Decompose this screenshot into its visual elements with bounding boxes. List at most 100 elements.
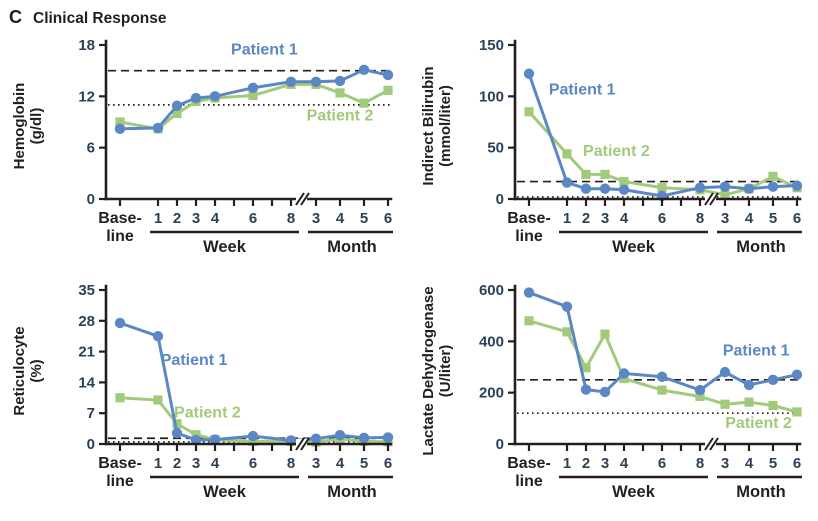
x-tick-label-month: 5 [769, 455, 777, 472]
y-tick-label: 400 [479, 333, 504, 350]
data-point-square [581, 363, 591, 373]
series-label: Patient 2 [583, 143, 650, 160]
x-tick-label-week: 2 [173, 210, 181, 227]
axis-break-slash [704, 437, 714, 451]
data-point-circle [656, 371, 668, 382]
data-point-square [768, 171, 778, 182]
data-point-square [248, 90, 258, 101]
series-label: Patient 2 [725, 415, 792, 432]
data-point-circle [209, 434, 221, 445]
x-tick-label-month: 6 [384, 455, 392, 472]
x-tick-label-week: 2 [582, 455, 590, 472]
data-point-square [619, 176, 629, 187]
data-point-circle [247, 82, 259, 93]
x-tick-label-week: 6 [658, 455, 666, 472]
baseline-label-line2: line [515, 473, 543, 490]
x-tick-label-week: 6 [658, 210, 666, 227]
data-point-square [600, 169, 610, 179]
chart-cell-indirect-bilirubin: Indirect Bilirubin (mmol/liter) Patient … [409, 31, 818, 276]
y-tick-label: 0 [496, 436, 504, 453]
data-point-square [562, 327, 572, 337]
y-axis-label-hemoglobin: Hemoglobin (g/dl) [0, 31, 58, 276]
y-tick-label: 200 [479, 385, 504, 402]
axis-break-slash [300, 437, 310, 451]
data-point-circle [190, 434, 202, 446]
axis-break-gap [705, 194, 716, 204]
x-tick-label-week: 3 [601, 455, 609, 472]
data-point-square [524, 316, 534, 326]
data-point-square [191, 430, 201, 440]
axis-break-slash [295, 437, 305, 451]
x-tick-label-month: 6 [793, 455, 801, 472]
axis-break-gap [296, 194, 307, 204]
baseline-label-line1: Base- [98, 210, 142, 227]
x-tick-label-week: 4 [620, 455, 629, 472]
data-point-circle [791, 180, 803, 191]
series-label: Patient 1 [231, 41, 298, 58]
data-point-circle [618, 184, 630, 195]
baseline-label-line2: line [515, 228, 543, 245]
data-point-circle [523, 68, 535, 79]
x-tick-label-week: 6 [249, 210, 257, 227]
data-point-square [359, 98, 369, 108]
data-point-circle [114, 123, 126, 135]
y-axis-label-text: Lactate Dehydrogenase (U/liter) [420, 286, 454, 456]
x-tick-label-month: 4 [745, 455, 754, 472]
y-tick-label: 0 [496, 191, 504, 208]
data-point-circle [114, 317, 126, 329]
chart-cell-hemoglobin: Hemoglobin (g/dl) Patient 2 Patient 1 0 6 12… [0, 31, 409, 276]
x-tick-label-month: 3 [312, 210, 320, 227]
data-point-square [600, 329, 610, 339]
series-label: Patient 2 [307, 107, 374, 124]
x-tick-label-month: 4 [745, 210, 754, 227]
baseline-label-line1: Base- [507, 455, 551, 472]
x-tick-label-month: 5 [769, 210, 777, 227]
x-tick-label-month: 6 [793, 210, 801, 227]
y-tick-label: 150 [479, 37, 504, 54]
x-tick-label-week: 1 [563, 455, 571, 472]
data-point-circle [767, 181, 779, 192]
data-point-circle [523, 287, 535, 298]
data-point-circle [310, 433, 322, 444]
x-tick-label-month: 5 [360, 210, 368, 227]
month-group-label: Month [736, 238, 785, 256]
data-point-circle [561, 177, 573, 188]
data-point-square [172, 108, 182, 119]
data-point-circle [694, 384, 706, 396]
x-tick-label-week: 8 [696, 455, 704, 472]
x-tick-label-week: 4 [211, 210, 220, 227]
x-tick-label-week: 8 [696, 210, 704, 227]
y-tick-label: 100 [479, 88, 504, 105]
data-point-square [792, 407, 802, 417]
data-point-circle [358, 432, 370, 444]
x-tick-label-week: 6 [249, 455, 257, 472]
data-point-circle [719, 366, 731, 378]
x-tick-label-month: 4 [336, 210, 345, 227]
chart-cell-reticulocyte: Reticulocyte (%) Patient 2 Patient 1 0 7 14 2… [0, 276, 409, 521]
y-tick-label: 0 [87, 191, 95, 208]
data-point-square [744, 397, 754, 407]
x-tick-label-week: 4 [620, 210, 629, 227]
axis-break-gap [296, 439, 307, 449]
axis-break-slash [300, 192, 310, 206]
axis-break-gap [705, 439, 716, 449]
data-point-circle [694, 182, 706, 193]
data-point-square [248, 436, 258, 446]
data-point-square [720, 190, 730, 200]
data-point-circle [580, 384, 592, 395]
charts-grid: Hemoglobin (g/dl) Patient 2 Patient 1 0 6 12… [0, 31, 818, 521]
y-axis-label-text: Hemoglobin (g/dl) [11, 82, 45, 170]
x-tick-label-week: 2 [173, 455, 181, 472]
y-axis-label-text: Indirect Bilirubin (mmol/liter) [420, 66, 454, 186]
data-point-circle [334, 430, 346, 441]
baseline-label-line1: Base- [98, 455, 142, 472]
data-point-circle [743, 183, 755, 194]
axis-break-slash [704, 192, 714, 206]
data-point-square [720, 399, 730, 409]
data-point-circle [358, 64, 370, 76]
x-tick-label-week: 4 [211, 455, 220, 472]
y-tick-label: 18 [78, 37, 95, 54]
data-point-circle [171, 427, 183, 439]
month-group-label: Month [327, 238, 376, 256]
